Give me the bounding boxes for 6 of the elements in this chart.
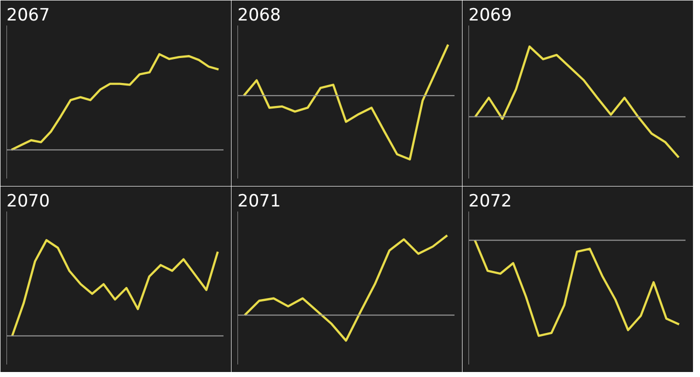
chart-title: 2068: [238, 6, 281, 26]
chart-title: 2067: [6, 6, 50, 26]
chart-title: 2072: [468, 192, 512, 212]
chart-title: 2070: [6, 192, 50, 212]
chart-title: 2071: [238, 192, 281, 212]
chart-title: 2069: [468, 6, 512, 26]
